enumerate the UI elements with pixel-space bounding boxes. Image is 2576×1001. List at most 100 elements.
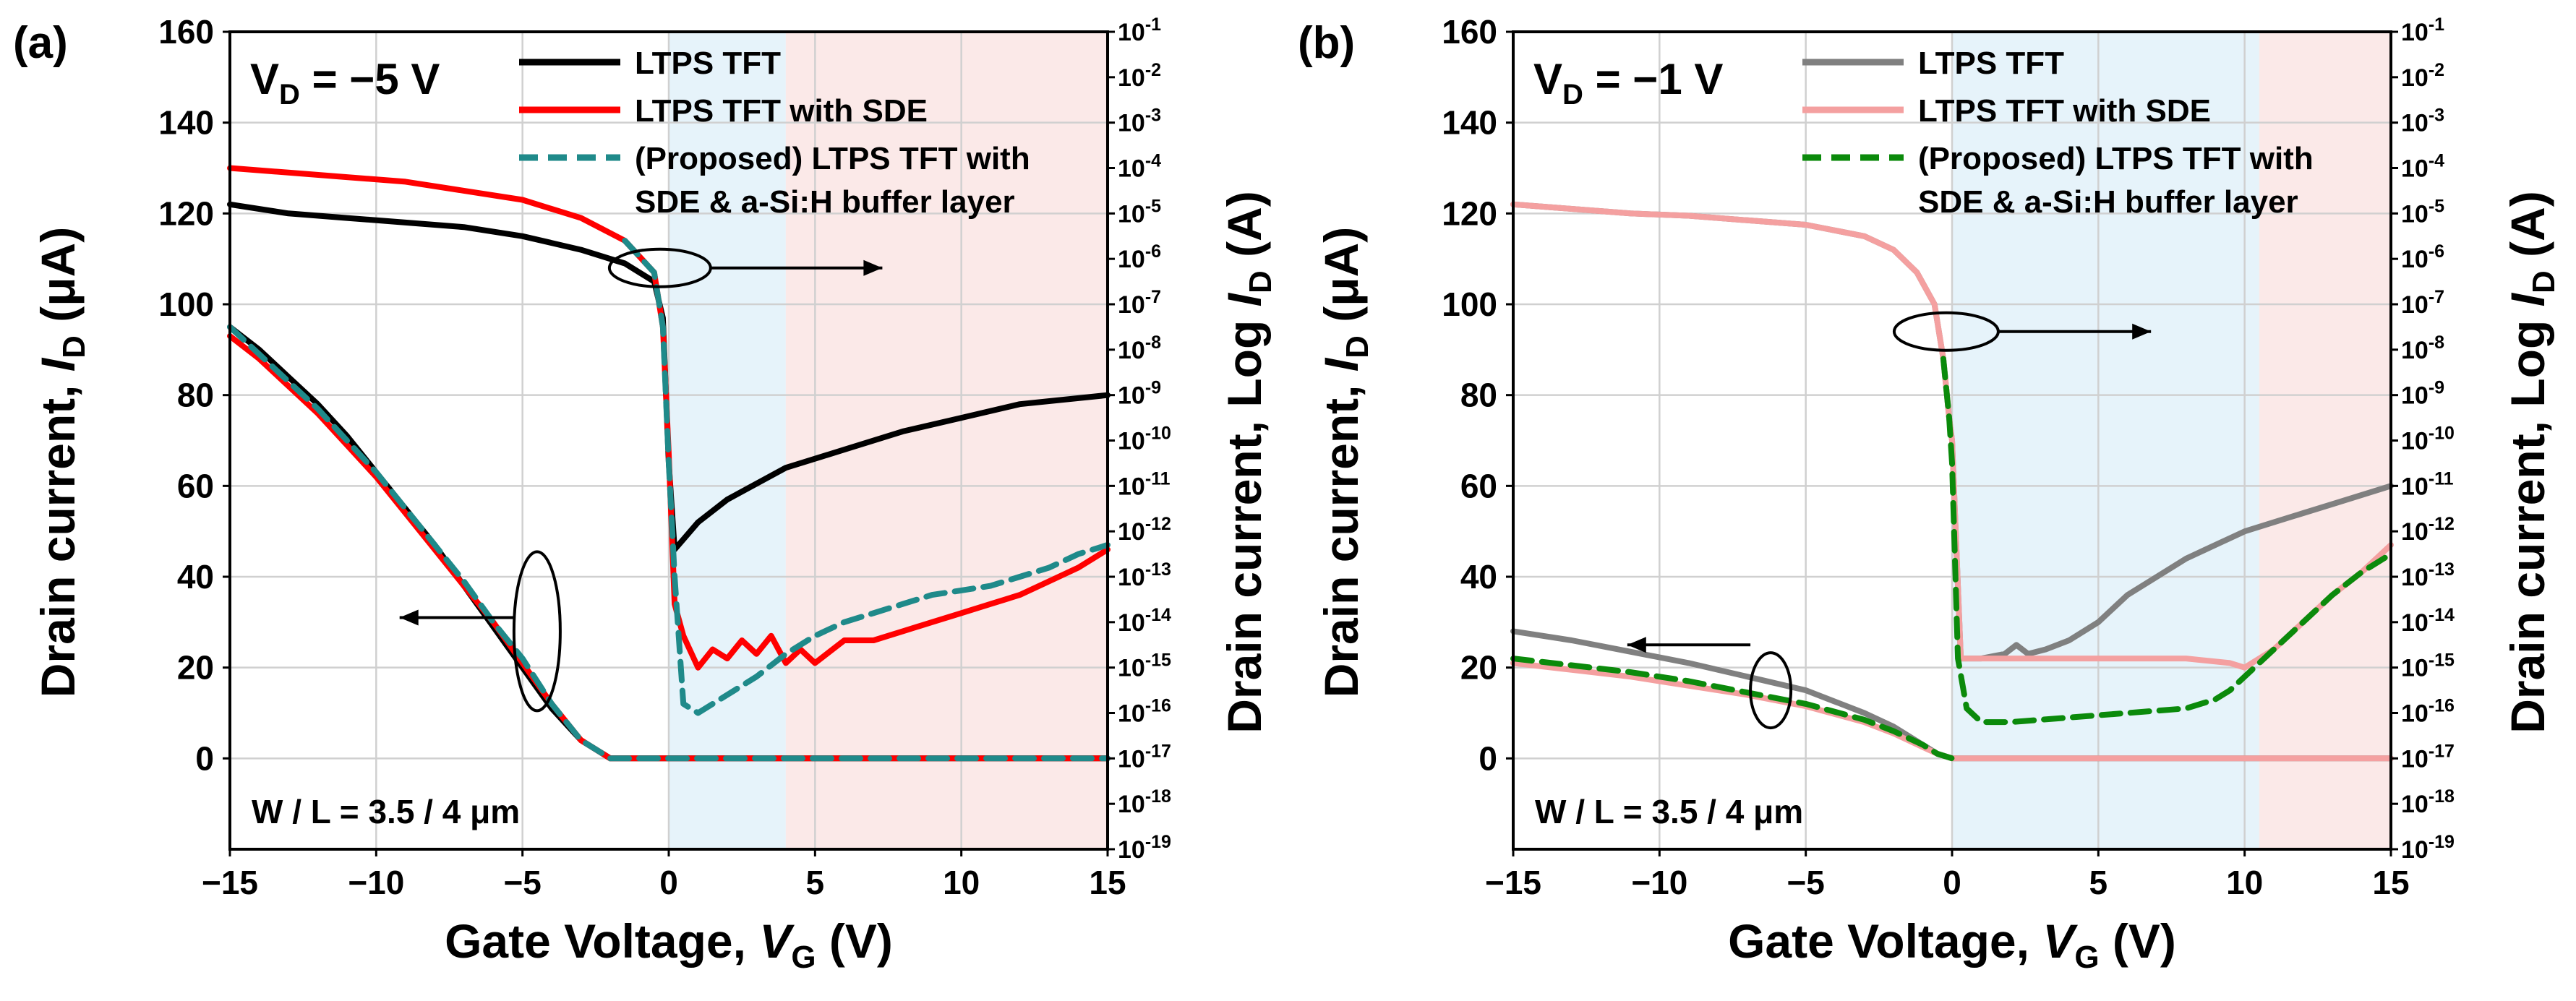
series-line-linear-2 xyxy=(227,324,1111,762)
y-left-tick-label: 160 xyxy=(1442,13,1497,51)
y-left-tick-label: 40 xyxy=(1460,558,1497,596)
y-right-tick-label: 10-8 xyxy=(2401,332,2444,364)
y-left-tick-label: 100 xyxy=(1442,285,1497,323)
legend-label: LTPS TFT with SDE xyxy=(1918,93,2211,129)
panel-label: (b) xyxy=(1298,18,1355,68)
y-right-tick-label: 10-4 xyxy=(1118,151,1161,183)
y-right-tick-label: 10-3 xyxy=(2401,106,2444,137)
y-left-tick-label: 100 xyxy=(158,285,214,323)
y-right-tick-label: 10-9 xyxy=(2401,378,2444,410)
legend-label: LTPS TFT xyxy=(1918,46,2064,81)
y-right-tick-label: 10-17 xyxy=(1118,741,1171,773)
annotations xyxy=(1627,311,2152,730)
y-right-tick-label: 10-6 xyxy=(1118,241,1161,273)
linear-scale-ellipse xyxy=(1749,651,1793,730)
x-axis-title: Gate Voltage, VG (V) xyxy=(1728,914,2176,975)
y-right-tick-label: 10-17 xyxy=(2401,741,2455,773)
y-right-tick-label: 10-9 xyxy=(1118,378,1161,410)
drain-voltage-label: VD = −5 V xyxy=(250,55,440,111)
legend: LTPS TFT LTPS TFT with SDE (Proposed) LTPS… xyxy=(519,46,1030,220)
y-right-tick-label: 10-8 xyxy=(1118,332,1161,364)
y-left-tick-label: 120 xyxy=(1442,194,1497,232)
y-right-tick-label: 10-12 xyxy=(2401,514,2455,546)
y-right-tick-label: 10-1 xyxy=(2401,14,2444,46)
x-tick-label: 0 xyxy=(659,864,678,901)
y-left-tick-label: 0 xyxy=(195,739,214,777)
y-right-tick-label: 10-15 xyxy=(2401,650,2455,682)
legend-label: LTPS TFT xyxy=(635,46,781,81)
shaded-region xyxy=(785,32,1108,849)
y-right-tick-label: 10-7 xyxy=(1118,287,1161,319)
x-tick-label: −5 xyxy=(1786,864,1824,901)
geometry-note: W / L = 3.5 / 4 μm xyxy=(1535,793,1803,830)
x-tick-label: 5 xyxy=(2089,864,2108,901)
series-group xyxy=(227,165,1111,762)
y-right-tick-label: 10-4 xyxy=(2401,151,2444,183)
x-tick-label: 10 xyxy=(2226,864,2263,901)
x-tick-label: −10 xyxy=(348,864,404,901)
y-right-tick-label: 10-5 xyxy=(1118,196,1161,228)
y-left-tick-label: 80 xyxy=(1460,377,1497,414)
y-left-tick-label: 80 xyxy=(177,377,214,414)
linear-scale-ellipse xyxy=(512,550,562,713)
series-line-log-4 xyxy=(227,165,1111,671)
y-right-tick-label: 10-2 xyxy=(1118,60,1161,92)
y-right-tick-label: 10-16 xyxy=(2401,696,2455,728)
y-left-tick-label: 120 xyxy=(158,194,214,232)
legend-label-line2: SDE & a-Si:H buffer layer xyxy=(1918,184,2298,220)
y-right-tick-label: 10-3 xyxy=(1118,106,1161,137)
y-left-tick-label: 40 xyxy=(177,558,214,596)
y-left-tick-label: 0 xyxy=(1479,739,1497,777)
y-left-tick-label: 160 xyxy=(158,13,214,51)
y-right-tick-label: 10-11 xyxy=(1118,468,1171,500)
y-right-tick-label: 10-19 xyxy=(1118,832,1171,864)
y-left-tick-label: 20 xyxy=(177,649,214,687)
y-right-tick-label: 10-5 xyxy=(2401,196,2444,228)
x-tick-label: 5 xyxy=(806,864,825,901)
y-left-tick-label: 140 xyxy=(1442,104,1497,142)
y-right-axis-title: Drain current, Log ID (A) xyxy=(1218,191,1278,733)
y-right-tick-label: 10-6 xyxy=(2401,241,2444,273)
x-tick-label: −15 xyxy=(202,864,258,901)
x-tick-label: −15 xyxy=(1485,864,1541,901)
y-left-tick-label: 60 xyxy=(1460,467,1497,504)
series-line-log-5 xyxy=(622,238,1111,716)
x-tick-label: 15 xyxy=(2372,864,2409,901)
y-right-tick-label: 10-2 xyxy=(2401,60,2444,92)
x-tick-label: 0 xyxy=(1943,864,1961,901)
y-right-axis-title: Drain current, Log ID (A) xyxy=(2501,191,2562,733)
shaded-region xyxy=(669,32,786,849)
y-left-tick-label: 60 xyxy=(177,467,214,504)
x-axis-title: Gate Voltage, VG (V) xyxy=(445,914,893,975)
x-tick-label: −10 xyxy=(1631,864,1687,901)
y-left-tick-label: 140 xyxy=(158,104,214,142)
arrow-right-head xyxy=(2132,323,2152,340)
y-right-tick-label: 10-10 xyxy=(1118,424,1171,455)
legend-label: (Proposed) LTPS TFT with xyxy=(1918,141,2314,176)
y-right-tick-label: 10-13 xyxy=(2401,559,2455,591)
annotations xyxy=(399,247,883,713)
y-right-tick-label: 10-10 xyxy=(2401,424,2455,455)
legend-label: (Proposed) LTPS TFT with xyxy=(635,141,1030,176)
y-right-tick-label: 10-11 xyxy=(2401,468,2454,500)
arrow-left-head xyxy=(399,609,419,626)
y-right-tick-label: 10-18 xyxy=(2401,786,2455,818)
y-left-axis-title: Drain current, ID (μA) xyxy=(31,227,92,698)
y-left-axis-title: Drain current, ID (μA) xyxy=(1314,227,1375,698)
panel-label: (a) xyxy=(13,18,68,68)
series-line-linear-1 xyxy=(1510,660,2394,762)
y-right-tick-label: 10-12 xyxy=(1118,514,1171,546)
legend-label-line2: SDE & a-Si:H buffer layer xyxy=(635,184,1015,220)
series-line-log-5 xyxy=(1940,356,2394,726)
y-right-tick-label: 10-19 xyxy=(2401,832,2455,864)
y-right-tick-label: 10-1 xyxy=(1118,14,1161,46)
series-group xyxy=(1510,201,2394,762)
series-line-linear-2 xyxy=(1510,656,1955,762)
y-right-tick-label: 10-14 xyxy=(2401,605,2455,637)
y-right-tick-label: 10-18 xyxy=(1118,786,1171,818)
legend-label: LTPS TFT with SDE xyxy=(635,93,928,129)
arrow-left-head xyxy=(1627,637,1646,653)
